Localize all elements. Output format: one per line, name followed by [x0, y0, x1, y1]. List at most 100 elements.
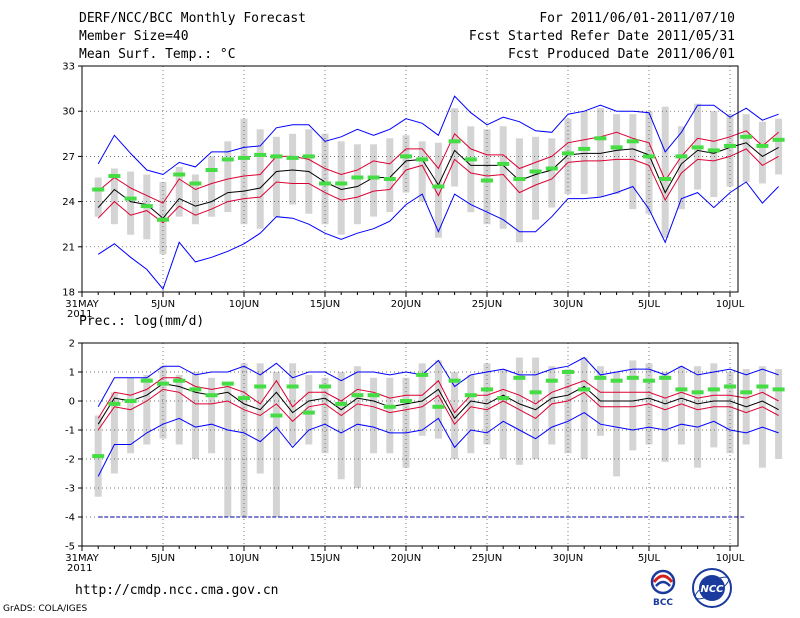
spread-bar — [467, 126, 475, 213]
x-year-label: 2011 — [67, 563, 92, 574]
y-tick-label: 33 — [62, 62, 75, 73]
observed-marker — [254, 384, 267, 389]
observed-marker — [351, 393, 364, 398]
spread-bar — [532, 357, 540, 459]
spread-bar — [289, 363, 297, 445]
start-date: Fcst Started Refer Date 2011/05/31 — [468, 29, 735, 44]
series-ensemble_max — [97, 356, 779, 408]
spread-bar — [127, 377, 135, 454]
y-tick-label: 21 — [62, 242, 75, 253]
observed-marker — [189, 387, 202, 392]
spread-bar — [240, 118, 248, 225]
x-tick-label: 5JUL — [638, 299, 661, 310]
observed-marker — [529, 169, 542, 174]
observed-marker — [124, 196, 137, 201]
spread-bar — [580, 357, 588, 459]
observed-marker — [513, 177, 526, 181]
observed-marker — [497, 161, 510, 166]
x-tick-label: 10JUN — [229, 299, 259, 310]
x-tick-label: 10JUL — [716, 553, 745, 564]
spread-bar — [483, 129, 491, 225]
observed-marker — [254, 152, 267, 157]
spread-bar — [775, 369, 783, 459]
spread-bar — [175, 374, 183, 445]
observed-marker — [92, 187, 105, 192]
spread-bar — [742, 114, 750, 182]
observed-marker — [707, 387, 720, 392]
x-tick-label: 5JUN — [151, 553, 175, 564]
observed-marker — [238, 155, 250, 160]
observed-marker — [108, 174, 121, 178]
observed-marker — [221, 381, 234, 386]
spread-bar — [418, 363, 426, 436]
observed-marker — [432, 404, 445, 409]
spread-bar — [240, 363, 248, 517]
observed-marker — [335, 401, 348, 406]
spread-bar — [451, 372, 459, 459]
observed-marker — [205, 393, 218, 398]
x-tick-label: 25JUN — [472, 553, 502, 564]
observed-marker — [448, 378, 461, 383]
spread-bar — [596, 108, 604, 198]
spread-bar — [127, 171, 135, 235]
observed-marker — [659, 177, 672, 181]
spread-bar — [386, 377, 394, 454]
observed-marker — [772, 137, 785, 142]
panel-title: Prec.: log(mm/d) — [79, 314, 204, 329]
spread-bar — [434, 360, 442, 439]
observed-marker — [545, 166, 558, 171]
observed-marker — [448, 139, 461, 144]
spread-bar — [677, 126, 685, 210]
observed-marker — [302, 154, 315, 159]
observed-marker — [529, 390, 542, 395]
observed-marker — [416, 157, 429, 162]
observed-marker — [270, 413, 283, 418]
observed-marker — [772, 387, 785, 392]
observed-marker — [562, 370, 574, 374]
observed-marker — [691, 145, 704, 150]
observed-marker — [157, 381, 169, 386]
spread-bar — [256, 129, 264, 229]
y-tick-label: 24 — [62, 197, 75, 208]
spread-bar — [224, 383, 232, 517]
observed-marker — [481, 387, 493, 392]
ncc-logo-icon: NCC — [692, 568, 732, 608]
observed-marker — [432, 184, 445, 189]
spread-bar — [370, 377, 378, 454]
x-tick-label: 20JUN — [391, 299, 421, 310]
x-tick-label: 15JUN — [310, 553, 340, 564]
spread-bar — [94, 177, 102, 217]
observed-marker — [205, 168, 218, 172]
observed-marker — [108, 401, 121, 406]
series-ensemble_min — [97, 412, 779, 477]
observed-marker — [319, 384, 331, 389]
spread-bar — [613, 114, 621, 195]
spread-bar — [191, 372, 199, 459]
spread-bar — [564, 118, 572, 194]
spread-bar — [726, 372, 734, 454]
series-ensemble_min — [97, 95, 779, 176]
observed-marker — [740, 134, 753, 139]
plot-frame — [81, 65, 739, 293]
spread-bar — [175, 166, 183, 217]
y-tick-label: -2 — [65, 455, 75, 466]
spread-bar — [548, 366, 556, 445]
observed-marker — [513, 375, 526, 380]
observed-marker — [626, 139, 639, 144]
plot-frame — [81, 342, 739, 547]
spread-bar — [353, 366, 361, 488]
x-tick-label: 10JUL — [716, 299, 745, 310]
observed-marker — [367, 175, 380, 180]
observed-marker — [594, 136, 607, 141]
observed-marker — [691, 390, 704, 395]
observed-marker — [140, 378, 153, 383]
spread-bar — [677, 366, 685, 445]
observed-marker — [724, 384, 736, 389]
observed-marker — [740, 390, 753, 395]
observed-marker — [464, 157, 477, 162]
observed-marker — [124, 399, 137, 403]
spread-bar — [143, 374, 151, 445]
y-tick-label: -1 — [65, 426, 75, 437]
y-tick-label: 18 — [62, 288, 75, 299]
